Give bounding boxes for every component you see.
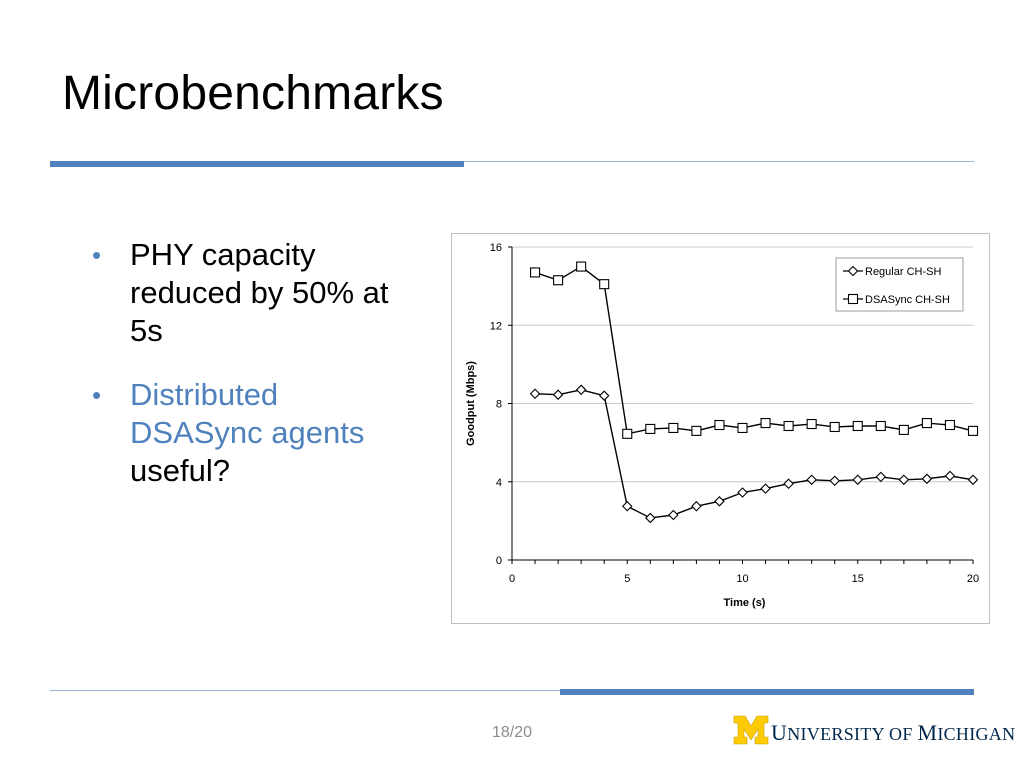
data-point-diamond (598, 390, 610, 401)
data-point-square (806, 418, 817, 430)
data-point-square (760, 418, 771, 429)
x-tick-label: 20 (967, 573, 979, 585)
data-point-square (829, 421, 840, 433)
university-wordmark: UNIVERSITY OF MICHIGAN (771, 720, 1016, 745)
bullet-line-accent: Distributed (130, 377, 279, 412)
bullet-item-distributed-agents: • Distributed DSASync agents useful? (92, 376, 432, 490)
data-point-diamond (806, 474, 817, 486)
footer-rule-thin (50, 690, 560, 691)
data-point-square (599, 279, 610, 290)
bullet-list: • PHY capacity reduced by 50% at 5s • Di… (92, 236, 432, 516)
data-point-diamond (783, 478, 794, 489)
title-rule-thick (50, 161, 464, 167)
bullet-dot-icon: • (92, 240, 102, 270)
x-tick-label: 5 (624, 573, 630, 585)
slide-title: Microbenchmarks (62, 67, 444, 120)
data-point-square (921, 418, 932, 429)
y-tick-label: 12 (490, 320, 502, 332)
university-logo: UNIVERSITY OF MICHIGAN (733, 714, 1015, 748)
data-point-square (668, 422, 679, 434)
legend-marker-square (847, 293, 859, 305)
series-line-1 (535, 389, 974, 519)
legend-label: DSASync CH-SH (865, 294, 950, 306)
y-tick-label: 16 (490, 242, 502, 254)
data-point-square (875, 420, 886, 432)
y-tick-label: 8 (496, 399, 502, 411)
data-point-diamond (944, 470, 956, 482)
bullet-line: PHY capacity (130, 237, 316, 272)
data-point-square (691, 425, 702, 436)
data-point-diamond (529, 388, 541, 399)
page-number: 18/20 (491, 724, 533, 741)
title-rule-thin (464, 161, 974, 162)
x-tick-label: 0 (509, 573, 515, 585)
data-point-diamond (737, 487, 748, 498)
block-m-icon (733, 715, 769, 745)
x-tick-label: 10 (736, 573, 748, 585)
data-point-diamond (967, 474, 979, 486)
bullet-line: reduced by 50% at (130, 275, 389, 310)
data-point-diamond (760, 483, 771, 494)
data-point-square (737, 422, 748, 434)
chart-frame: 0 4 8 12 16 0 5 10 15 20 Time (s) Goodput (Mbps) Reg… (451, 233, 990, 624)
data-point-diamond (875, 471, 887, 483)
data-point-square (645, 423, 656, 434)
y-tick-label: 0 (496, 555, 502, 567)
data-point-diamond (921, 473, 933, 485)
data-point-diamond (575, 384, 587, 396)
data-point-square (714, 419, 725, 431)
bullet-line: 5s (130, 313, 163, 348)
data-point-square (944, 419, 956, 431)
data-point-diamond (668, 509, 679, 521)
x-tick-label: 15 (852, 573, 864, 585)
data-point-diamond (691, 500, 702, 512)
data-point-square (576, 261, 587, 272)
data-point-diamond (645, 512, 656, 524)
x-axis-title: Time (s) (724, 597, 766, 609)
goodput-chart: 0 4 8 12 16 0 5 10 15 20 Time (s) Goodput (Mbps) Reg… (465, 242, 979, 609)
data-point-square (530, 267, 541, 278)
data-point-square (783, 420, 794, 432)
legend-marker-diamond (847, 265, 859, 277)
footer-rule-thick (560, 689, 974, 695)
data-point-diamond (552, 389, 564, 400)
data-point-square (898, 424, 909, 435)
data-point-diamond (898, 474, 910, 486)
data-point-diamond (714, 496, 725, 507)
data-point-square (967, 425, 979, 436)
data-point-diamond (829, 475, 840, 487)
legend-label: Regular CH-SH (865, 266, 941, 278)
y-tick-label: 4 (496, 477, 502, 489)
data-point-square (622, 428, 633, 439)
bullet-dot-icon: • (92, 380, 102, 410)
bullet-item-phy-capacity: • PHY capacity reduced by 50% at 5s (92, 236, 432, 350)
data-point-diamond (621, 500, 633, 512)
y-axis-title: Goodput (Mbps) (465, 361, 477, 446)
data-point-diamond (852, 474, 864, 486)
data-point-square (852, 420, 863, 432)
bullet-line: useful? (130, 453, 230, 488)
bullet-line-accent: DSASync agents (130, 415, 365, 450)
data-point-square (553, 275, 564, 286)
